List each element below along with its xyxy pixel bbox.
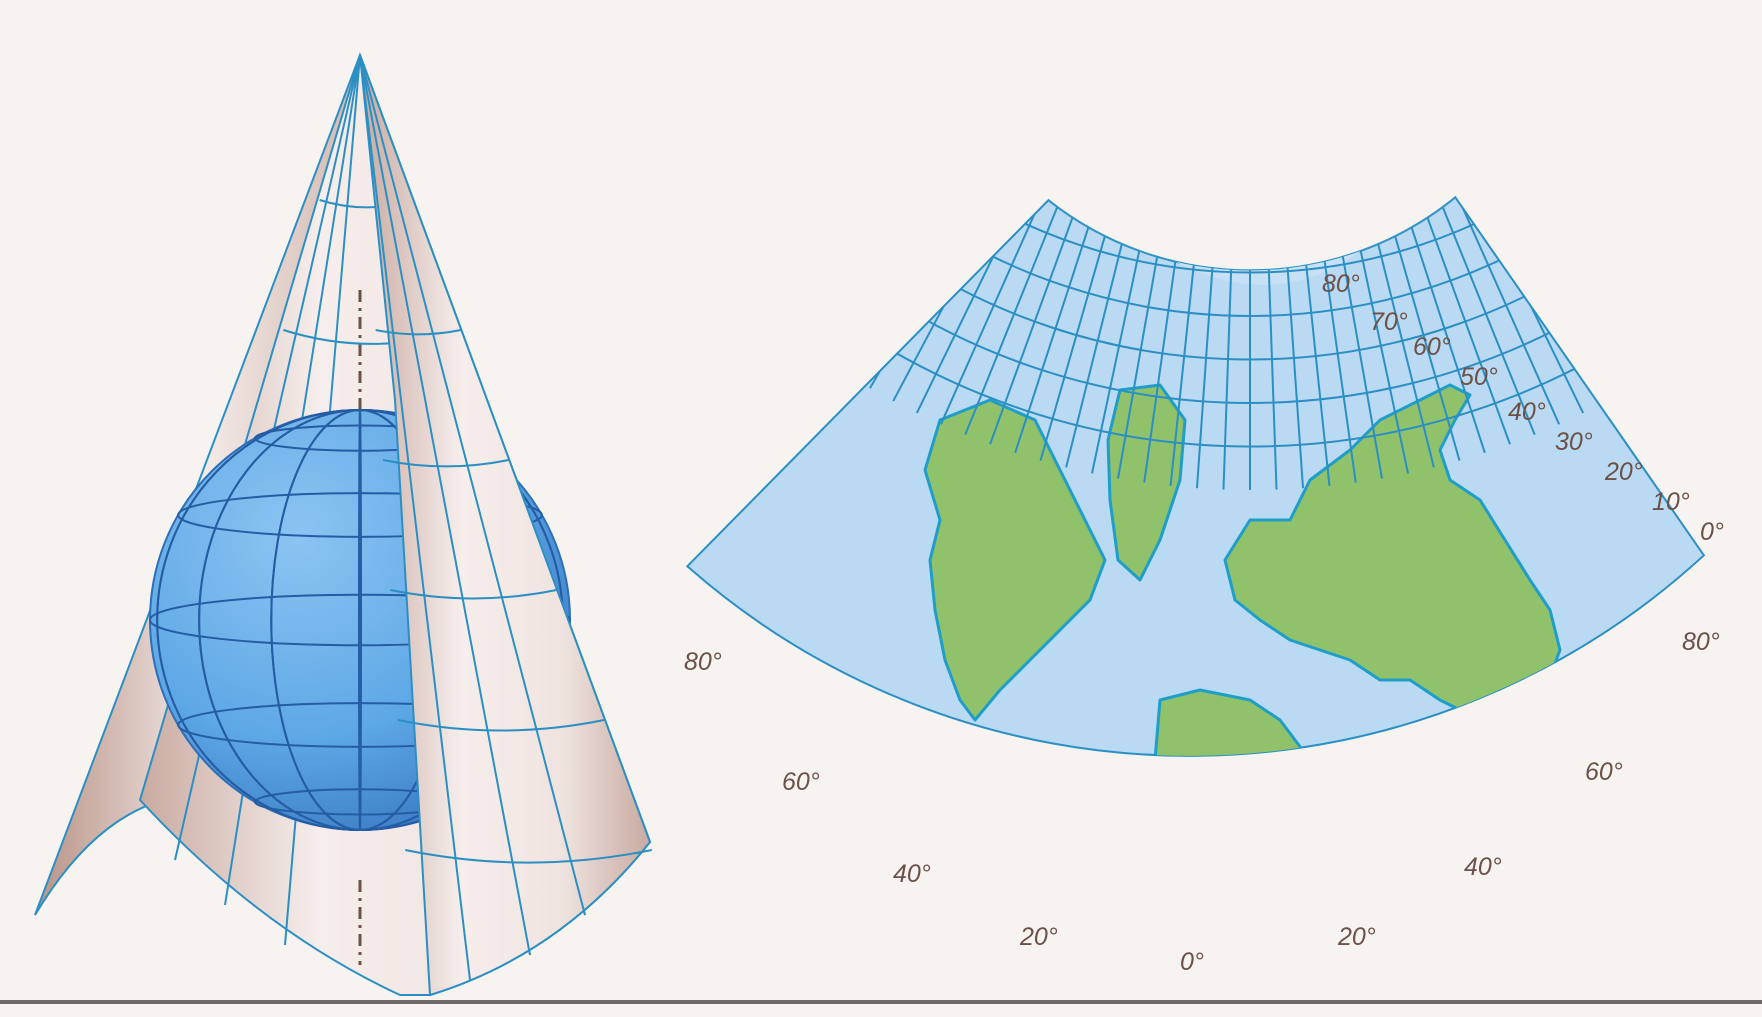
map-meridian-line (1360, 197, 1511, 445)
meridian-label: 0° (1180, 948, 1204, 976)
flap-parallel-line (375, 329, 462, 336)
map-meridian-line (1338, 197, 1461, 461)
map-meridian-line (1143, 197, 1206, 483)
parallel-label: 10° (1652, 488, 1690, 516)
parallel-label: 20° (1604, 458, 1643, 486)
parallel-label: 60° (1413, 333, 1451, 361)
map-meridian-line (1271, 197, 1305, 489)
meridian-label: 60° (1585, 758, 1623, 786)
parallel-label: 40° (1508, 398, 1546, 426)
meridian-label: 20° (1337, 923, 1376, 951)
map-meridian-line (1195, 197, 1229, 489)
flap-generator-line (359, 54, 471, 981)
meridian-label: 40° (893, 860, 931, 888)
map-meridian-line (1370, 197, 1536, 436)
map-meridian-line (939, 197, 1119, 425)
parallel-label: 50° (1460, 363, 1498, 391)
parallel-label: 70° (1370, 308, 1408, 336)
flap-generator-line (359, 54, 586, 916)
map-parallel-line (1008, 63, 1492, 142)
map-parallel-line (1033, 28, 1466, 98)
map-meridian-line (1282, 197, 1331, 486)
bottom-rule (0, 1000, 1762, 1004)
map-meridian-line (1169, 197, 1218, 486)
map-meridian-line (1381, 197, 1561, 425)
land-masses (923, 383, 1652, 756)
map-meridian-line (1014, 197, 1151, 454)
parallel-label: 80° (1322, 270, 1360, 298)
map-meridian-line (1294, 197, 1357, 483)
map-meridian-line (964, 197, 1130, 436)
conic-projection-map: 80°70°60°50°40°30°20°10°0°80°60°40°20°0°… (684, 28, 1724, 976)
map-meridian-line (1260, 197, 1278, 490)
map-meridian-line (1305, 197, 1383, 479)
map-meridian-line (989, 197, 1140, 445)
map-meridian-line (1349, 197, 1486, 454)
cone-front-flap (358, 54, 653, 997)
meridian-label: 20° (1019, 923, 1058, 951)
map-meridian-line (1117, 197, 1195, 479)
flap-parallel-line (390, 589, 557, 600)
meridian-label: 40° (1464, 853, 1502, 881)
flap-parallel-line (397, 719, 605, 732)
flap-generator-line (359, 54, 531, 956)
globe-meridian-line (358, 409, 362, 831)
parallel-label: 30° (1555, 428, 1593, 456)
flap-parallel-line (405, 849, 653, 864)
map-meridian-line (1091, 197, 1184, 474)
map-meridian-line (1065, 197, 1173, 468)
map-meridian-line (1327, 197, 1435, 468)
meridian-label: 80° (684, 648, 722, 676)
map-meridian-line (1316, 197, 1409, 474)
parallel-label: 0° (1700, 518, 1724, 546)
meridian-label: 80° (1682, 628, 1720, 656)
meridian-label: 60° (782, 768, 820, 796)
map-meridian-line (1222, 197, 1240, 490)
map-parallel-line (982, 99, 1517, 186)
map-meridian-line (1039, 197, 1162, 461)
flap-parallel-line (382, 459, 509, 468)
